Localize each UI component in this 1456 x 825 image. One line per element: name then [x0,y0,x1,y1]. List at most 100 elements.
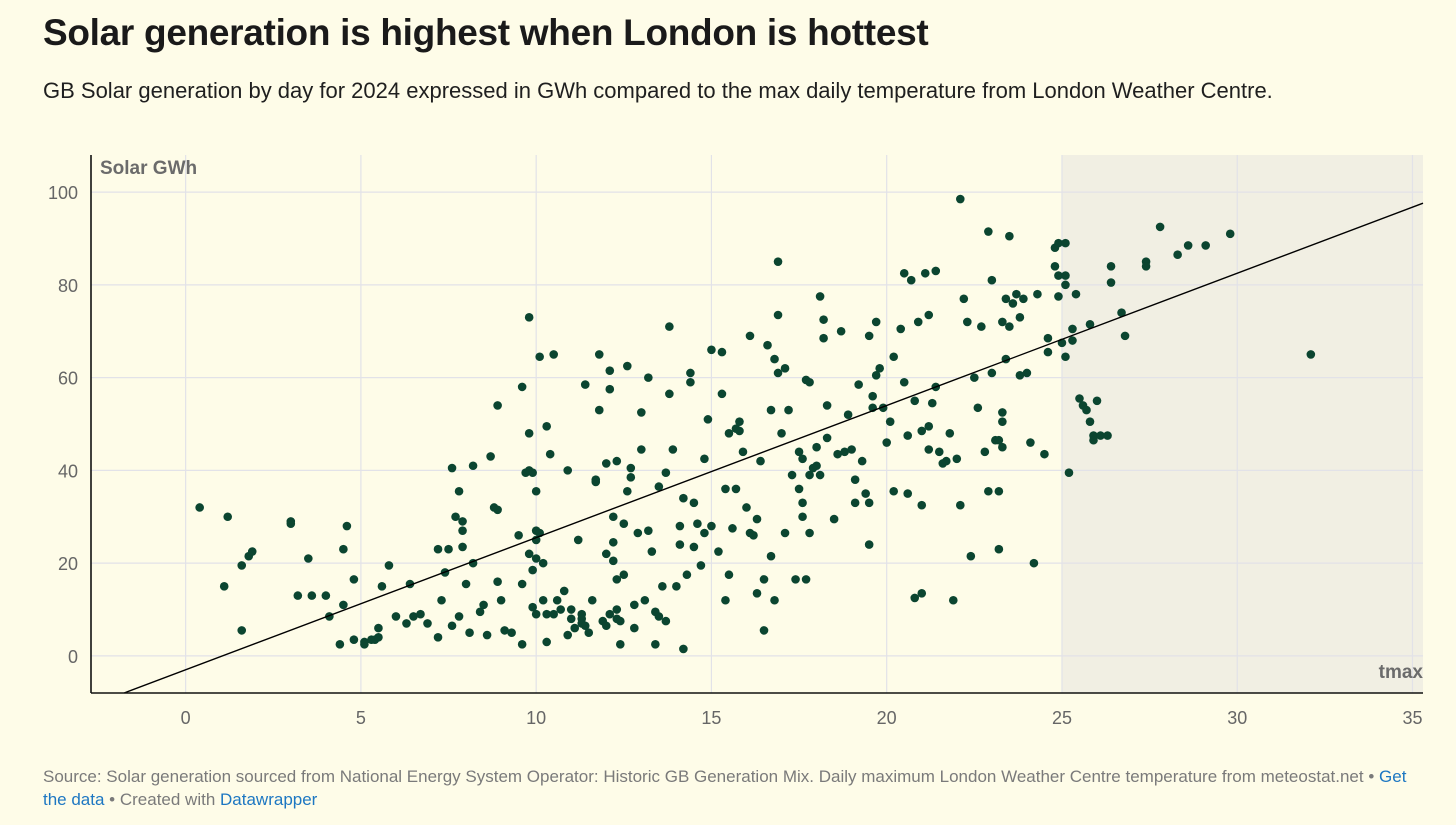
data-point [517,579,527,589]
data-point [517,382,527,392]
data-point [437,595,446,605]
data-point [948,595,958,605]
data-point [531,554,541,563]
data-point [566,605,576,614]
data-point [956,500,965,510]
data-point [479,600,488,610]
data-point [903,489,913,498]
data-point [538,595,548,605]
data-point [728,524,737,533]
data-point [693,519,702,529]
data-point [444,544,453,554]
data-point [927,398,937,408]
data-point [1089,435,1098,445]
data-point [647,547,657,556]
data-point [651,640,660,649]
data-point [542,609,551,619]
data-point [500,626,509,635]
data-point [752,514,762,524]
data-point [756,456,765,466]
data-point [731,484,741,494]
data-point [994,544,1004,554]
data-point [524,549,534,559]
data-point [745,331,755,341]
data-point [665,389,674,399]
data-point [812,461,821,471]
data-point [889,486,899,496]
data-point [833,449,842,459]
data-point [668,445,678,454]
data-point [899,268,909,278]
data-point [535,352,544,362]
axes-group [90,155,1423,694]
data-point [794,447,804,457]
data-point [773,310,783,320]
data-point [770,354,779,364]
data-point [994,486,1004,496]
data-point [966,551,976,561]
data-point [987,368,997,378]
data-point [608,556,618,566]
data-point [1026,438,1035,447]
data-point [917,500,927,510]
data-point [451,512,460,522]
data-point [941,456,951,466]
data-point [1061,238,1070,248]
data-point [559,586,569,596]
data-point [570,623,580,633]
data-point [805,528,814,538]
x-tick-label: 25 [1052,708,1072,728]
axis-labels: Solar GWh tmax [100,158,1423,683]
data-point [566,614,576,624]
get-the-data-link[interactable]: Get the data [43,767,1407,809]
data-point [619,570,629,580]
data-point [615,640,625,649]
data-point [237,626,247,635]
data-point [1005,322,1014,331]
data-point [1043,333,1053,343]
data-point [654,482,664,491]
data-point [605,609,615,619]
data-point [871,371,881,380]
data-point [528,602,537,612]
data-point [349,575,359,584]
data-point [780,364,790,373]
data-point [223,512,233,522]
data-point [798,512,807,522]
data-point [1040,449,1049,459]
data-point [552,595,562,605]
data-point [293,591,303,600]
data-point [885,417,895,426]
data-point [528,468,537,477]
data-point [717,347,727,357]
source-note: Source: Solar generation sourced from Na… [43,767,1364,786]
data-point [773,368,783,378]
data-point [580,621,590,631]
data-point [1050,262,1060,271]
data-point [608,537,618,547]
data-point [735,417,744,426]
x-tick-label: 5 [356,708,366,728]
data-point [496,595,506,605]
data-point [1029,558,1039,568]
data-point [538,558,548,568]
data-point [920,268,930,278]
data-point [707,521,716,531]
data-point [644,373,653,382]
data-point [475,607,485,617]
trendline-group [123,202,1424,694]
data-point [714,547,723,556]
data-point [433,633,443,642]
data-point [707,345,716,355]
data-point [770,595,779,605]
data-point [1015,313,1025,322]
datawrapper-link[interactable]: Datawrapper [220,790,318,809]
data-point [556,605,566,614]
data-point [594,350,604,359]
data-point [360,640,369,649]
data-point [721,595,730,605]
data-point [1103,431,1112,440]
x-tick-label: 15 [701,708,721,728]
data-point [766,405,776,415]
data-point [447,621,457,631]
